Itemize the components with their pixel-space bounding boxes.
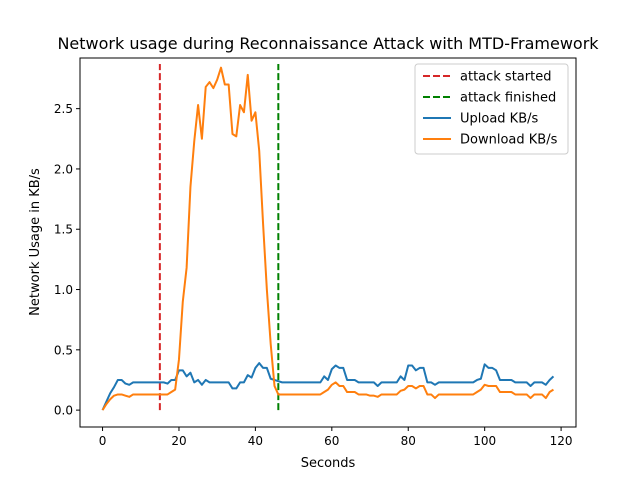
y-tick-label: 1.0 xyxy=(54,283,73,297)
legend-label: Download KB/s xyxy=(460,133,558,148)
x-tick-label: 120 xyxy=(550,434,573,448)
series-line-upload xyxy=(101,362,555,411)
y-tick-label: 0.0 xyxy=(54,404,73,418)
legend: attack started attack finished Upload KB/s… xyxy=(414,63,569,155)
x-axis-ticks: 0 20 40 60 80 100 120 xyxy=(99,427,573,448)
plot-area xyxy=(101,64,555,411)
x-tick-label: 80 xyxy=(401,434,416,448)
y-tick-label: 1.5 xyxy=(54,223,73,237)
y-axis-label: Network Usage in KB/s xyxy=(28,168,43,316)
legend-box xyxy=(414,63,569,155)
x-tick-label: 40 xyxy=(248,434,263,448)
y-tick-label: 2.5 xyxy=(54,102,73,116)
y-axis-ticks: 0.0 0.5 1.0 1.5 2.0 2.5 xyxy=(54,102,80,418)
y-tick-label: 2.0 xyxy=(54,162,73,176)
x-tick-label: 100 xyxy=(473,434,496,448)
x-tick-label: 60 xyxy=(324,434,339,448)
x-axis-label: Seconds xyxy=(301,456,356,471)
x-tick-label: 20 xyxy=(171,434,186,448)
y-tick-label: 0.5 xyxy=(54,343,73,357)
axes-frame xyxy=(79,57,577,428)
legend-label: Upload KB/s xyxy=(460,112,539,127)
chart-title: Network usage during Reconnaissance Atta… xyxy=(57,34,599,53)
legend-label: attack finished xyxy=(460,91,556,106)
legend-label: attack started xyxy=(460,70,551,85)
series-line-download xyxy=(101,66,554,411)
x-tick-label: 0 xyxy=(99,434,107,448)
